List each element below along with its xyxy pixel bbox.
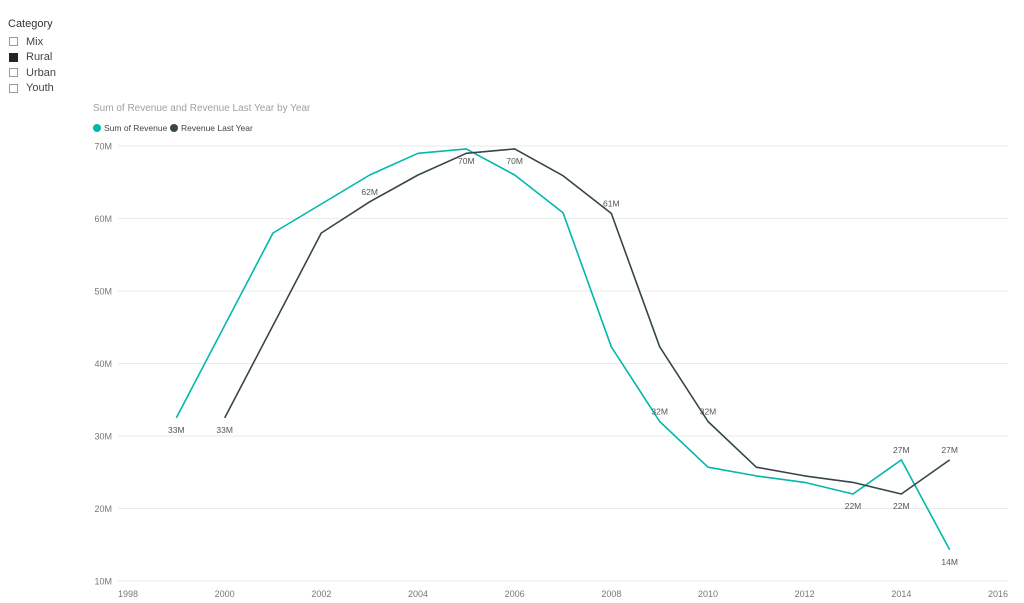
data-label: 33M — [216, 425, 233, 435]
x-tick-label: 2006 — [505, 589, 525, 599]
legend-label[interactable]: Sum of Revenue — [104, 123, 168, 133]
x-tick-label: 2002 — [311, 589, 331, 599]
slicer-item-label: Rural — [26, 51, 53, 64]
checkbox-icon[interactable] — [9, 68, 18, 78]
data-label: 32M — [651, 407, 668, 417]
data-label: 70M — [458, 156, 475, 166]
y-tick-label: 50M — [94, 287, 112, 297]
data-label: 70M — [506, 156, 523, 166]
slicer-item-youth[interactable]: Youth — [8, 81, 128, 97]
slicer-item-label: Mix — [26, 35, 44, 48]
chart-legend: Sum of Revenue Revenue Last Year — [93, 123, 253, 133]
x-tick-label: 2016 — [988, 589, 1008, 599]
category-slicer: Category Mix Rural Urban Youth — [8, 18, 128, 96]
data-label: 27M — [941, 445, 958, 455]
x-tick-label: 2000 — [215, 589, 235, 599]
data-label: 62M — [361, 187, 378, 197]
x-tick-label: 2014 — [891, 589, 911, 599]
slicer-title: Category — [8, 18, 53, 30]
legend-marker — [170, 124, 178, 132]
chart-series — [175, 148, 951, 551]
y-tick-label: 60M — [94, 214, 112, 224]
y-tick-label: 40M — [94, 359, 112, 369]
data-label: 22M — [893, 501, 910, 511]
series-line-revenue-last-year[interactable] — [223, 148, 951, 495]
x-tick-label: 2012 — [795, 589, 815, 599]
data-labels: 33M 70M 32M 22M 14M 33M 62M 70M 61M 32M 22M 27M 27M — [168, 156, 958, 567]
y-axis: 10M 20M 30M 40M 50M 60M 70M — [94, 142, 112, 587]
y-tick-label: 30M — [94, 432, 112, 442]
data-label: 32M — [700, 407, 717, 417]
checkbox-icon[interactable] — [9, 37, 18, 47]
y-tick-label: 70M — [94, 142, 112, 152]
data-label: 14M — [941, 557, 958, 567]
slicer-item-urban[interactable]: Urban — [8, 65, 128, 81]
slicer-item-label: Youth — [26, 82, 54, 95]
y-tick-label: 10M — [94, 577, 112, 587]
data-label: 61M — [603, 198, 620, 208]
slicer-item-label: Urban — [26, 66, 56, 79]
x-tick-label: 1998 — [118, 589, 138, 599]
x-axis: 1998 2000 2002 2004 2006 2008 2010 2012 2014 2016 — [118, 589, 1008, 599]
series-line-sum-of-revenue[interactable] — [175, 148, 951, 551]
legend-marker — [93, 124, 101, 132]
data-label: 33M — [168, 425, 185, 435]
x-tick-label: 2008 — [601, 589, 621, 599]
checkbox-icon[interactable] — [9, 83, 18, 93]
chart-title: Sum of Revenue and Revenue Last Year by … — [93, 103, 311, 114]
chart-gridlines — [118, 145, 1008, 582]
slicer-item-rural[interactable]: Rural — [8, 50, 128, 66]
y-tick-label: 20M — [94, 504, 112, 514]
data-label: 22M — [845, 501, 862, 511]
legend-label[interactable]: Revenue Last Year — [181, 123, 253, 133]
data-label: 27M — [893, 445, 910, 455]
x-tick-label: 2010 — [698, 589, 718, 599]
checkbox-icon[interactable] — [9, 52, 18, 62]
slicer-item-mix[interactable]: Mix — [8, 34, 128, 50]
x-tick-label: 2004 — [408, 589, 428, 599]
